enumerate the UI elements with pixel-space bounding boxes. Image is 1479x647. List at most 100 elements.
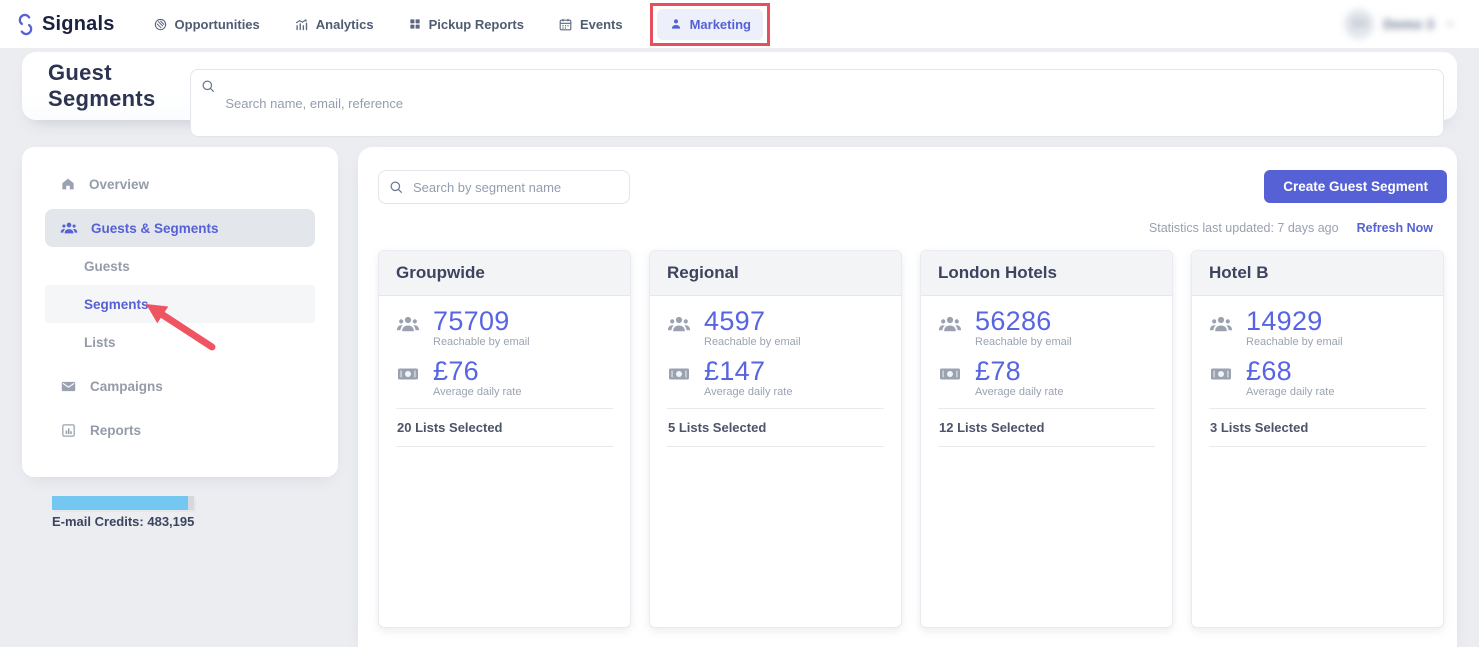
opportunities-icon	[153, 17, 168, 32]
banknote-icon	[667, 362, 691, 386]
events-icon	[558, 17, 573, 32]
sidebar-item-label: Campaigns	[90, 378, 163, 394]
people-icon	[1209, 312, 1233, 336]
segment-card-regional[interactable]: Regional 4597 Reachable by email £147 Av…	[649, 250, 902, 628]
nav-item-label: Opportunities	[174, 16, 260, 32]
adr-stat: £76 Average daily rate	[396, 358, 613, 398]
nav-item-events[interactable]: Events	[558, 17, 623, 32]
bar-chart-icon	[60, 422, 77, 439]
sidebar-subitem-segments[interactable]: Segments	[45, 285, 315, 323]
sidebar-item-guests-segments[interactable]: Guests & Segments	[45, 209, 315, 247]
card-body: 56286 Reachable by email £78 Average dai…	[921, 296, 1172, 447]
reachable-stat: 56286 Reachable by email	[938, 308, 1155, 348]
sidebar-item-label: Overview	[89, 176, 150, 192]
signals-swirl-icon	[14, 13, 37, 36]
card-body: 75709 Reachable by email £76 Average dai…	[379, 296, 630, 447]
reachable-value: 56286	[975, 306, 1052, 336]
reachable-value: 75709	[433, 306, 510, 336]
card-header: London Hotels	[921, 251, 1172, 296]
home-icon	[60, 176, 76, 192]
reachable-value: 14929	[1246, 306, 1323, 336]
card-header: Groupwide	[379, 251, 630, 296]
search-icon	[388, 179, 404, 195]
banknote-icon	[1209, 362, 1233, 386]
lists-selected: 3 Lists Selected	[1209, 408, 1426, 447]
page-title: Guest Segments	[48, 60, 156, 111]
email-credits-fill	[52, 496, 189, 510]
segment-search	[378, 170, 630, 204]
segment-card-hotel-b[interactable]: Hotel B 14929 Reachable by email £68 Ave…	[1191, 250, 1444, 628]
search-icon	[200, 78, 216, 94]
reachable-label: Reachable by email	[975, 336, 1072, 348]
sidebar-item-overview[interactable]: Overview	[45, 165, 315, 203]
nav-item-label: Events	[579, 16, 623, 32]
card-body: 4597 Reachable by email £147 Average dai…	[650, 296, 901, 447]
nav-item-label: Marketing	[689, 16, 751, 32]
lists-selected: 20 Lists Selected	[396, 408, 613, 447]
sidebar-item-label: Guests	[84, 258, 130, 274]
nav-item-analytics[interactable]: Analytics	[294, 17, 374, 32]
card-title: Hotel B	[1209, 263, 1269, 282]
reachable-stat: 14929 Reachable by email	[1209, 308, 1426, 348]
people-icon	[938, 312, 962, 336]
global-search	[190, 69, 1444, 137]
email-credits: E-mail Credits: 483,195	[52, 496, 202, 529]
sidebar-item-campaigns[interactable]: Campaigns	[45, 367, 315, 405]
adr-stat: £147 Average daily rate	[667, 358, 884, 398]
reachable-stat: 4597 Reachable by email	[667, 308, 884, 348]
sidebar-item-reports[interactable]: Reports	[45, 411, 315, 449]
sidebar-subitem-guests[interactable]: Guests	[45, 247, 315, 285]
card-header: Regional	[650, 251, 901, 296]
refresh-now-link[interactable]: Refresh Now	[1356, 221, 1433, 235]
card-title: Regional	[667, 263, 739, 282]
segment-search-input[interactable]	[378, 170, 630, 204]
reachable-label: Reachable by email	[433, 336, 530, 348]
adr-label: Average daily rate	[975, 386, 1064, 398]
sidebar-item-label: Segments	[84, 296, 149, 312]
global-search-input[interactable]	[190, 69, 1444, 137]
avatar: D3	[1344, 9, 1375, 39]
top-nav: Signals Opportunities Analytics Pickup R…	[0, 0, 1479, 48]
banknote-icon	[396, 362, 420, 386]
create-guest-segment-button[interactable]: Create Guest Segment	[1264, 170, 1447, 203]
user-name: Demo 3	[1383, 16, 1434, 32]
envelope-icon	[60, 378, 77, 395]
adr-value: £147	[704, 356, 766, 386]
reachable-label: Reachable by email	[1246, 336, 1343, 348]
segment-card-groupwide[interactable]: Groupwide 75709 Reachable by email £76 A…	[378, 250, 631, 628]
email-credits-label: E-mail Credits: 483,195	[52, 514, 195, 529]
brand-logo[interactable]: Signals	[14, 13, 115, 36]
sidebar-subitem-lists[interactable]: Lists	[45, 323, 315, 361]
adr-stat: £68 Average daily rate	[1209, 358, 1426, 398]
sidebar-item-label: Reports	[90, 422, 142, 438]
people-icon	[60, 219, 78, 237]
user-menu[interactable]: D3 Demo 3	[1344, 9, 1457, 39]
segment-cards: Groupwide 75709 Reachable by email £76 A…	[378, 250, 1444, 628]
adr-label: Average daily rate	[1246, 386, 1335, 398]
segment-card-london-hotels[interactable]: London Hotels 56286 Reachable by email £…	[920, 250, 1173, 628]
nav-item-pickup-reports[interactable]: Pickup Reports	[408, 17, 524, 32]
people-icon	[396, 312, 420, 336]
nav-item-marketing[interactable]: Marketing	[656, 8, 763, 40]
page-header: Guest Segments	[22, 52, 1457, 137]
people-icon	[667, 312, 691, 336]
adr-label: Average daily rate	[704, 386, 793, 398]
lists-selected: 5 Lists Selected	[667, 408, 884, 447]
lists-selected: 12 Lists Selected	[938, 408, 1155, 447]
card-body: 14929 Reachable by email £68 Average dai…	[1192, 296, 1443, 447]
nav-item-opportunities[interactable]: Opportunities	[153, 17, 260, 32]
adr-value: £78	[975, 356, 1021, 386]
segments-panel: Create Guest Segment Statistics last upd…	[358, 147, 1457, 647]
card-header: Hotel B	[1192, 251, 1443, 296]
pickup-reports-icon	[408, 17, 422, 31]
reachable-label: Reachable by email	[704, 336, 801, 348]
banknote-icon	[938, 362, 962, 386]
reachable-stat: 75709 Reachable by email	[396, 308, 613, 348]
adr-value: £68	[1246, 356, 1292, 386]
sidebar: Overview Guests & Segments Guests Segmen…	[22, 147, 338, 477]
analytics-icon	[294, 17, 309, 32]
marketing-icon	[669, 17, 683, 31]
sidebar-item-label: Lists	[84, 334, 116, 350]
stats-updated-text: Statistics last updated: 7 days ago	[1148, 221, 1339, 235]
nav-item-label: Analytics	[315, 16, 374, 32]
